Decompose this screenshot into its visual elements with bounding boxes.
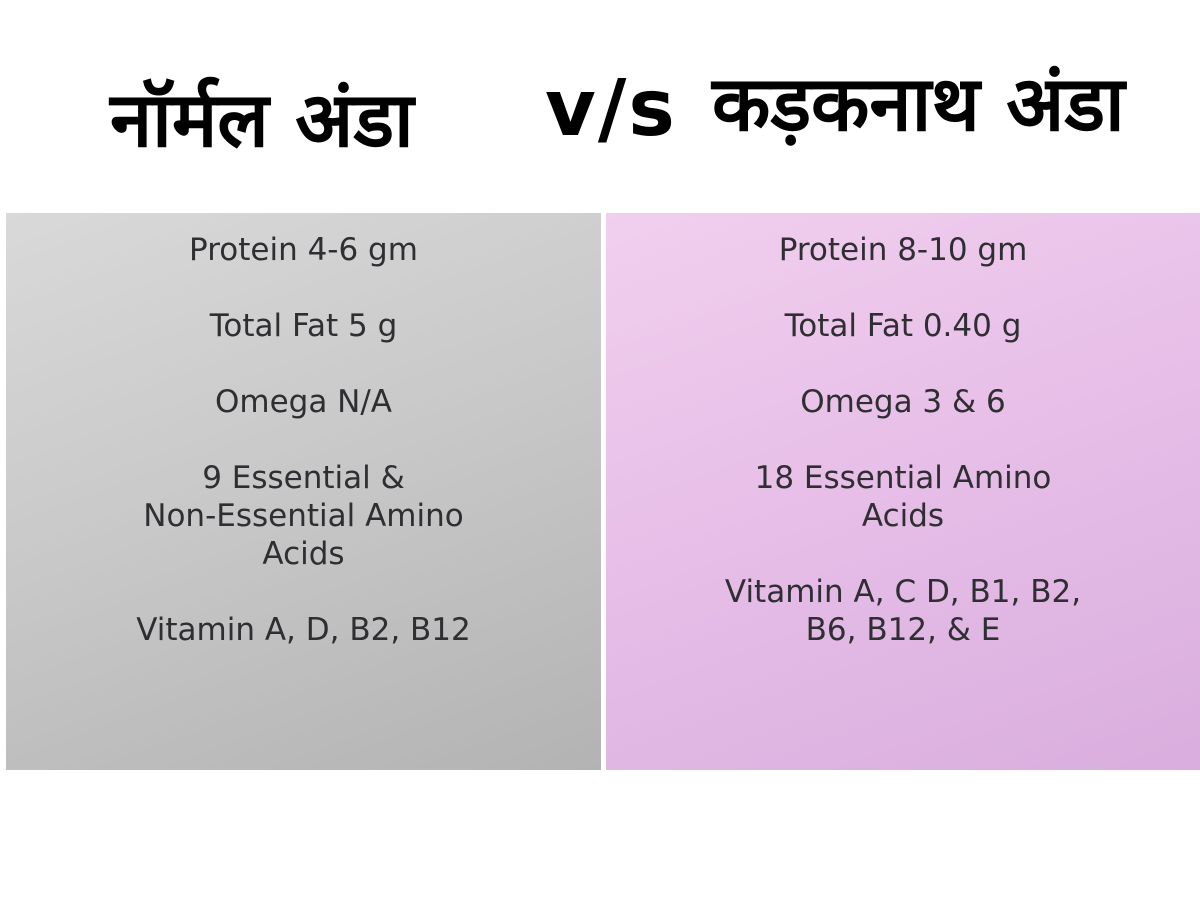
kadaknath-egg-amino-acids: 18 Essential Amino Acids: [754, 460, 1052, 534]
kadaknath-egg-vitamins: Vitamin A, C D, B1, B2, B6, B12, & E: [724, 574, 1082, 648]
normal-egg-protein: Protein 4-6 gm: [189, 232, 418, 268]
normal-egg-vitamins: Vitamin A, D, B2, B12: [136, 612, 471, 648]
versus-label: v/s: [545, 64, 677, 154]
kadaknath-egg-protein: Protein 8-10 gm: [778, 232, 1028, 268]
normal-egg-panel: Protein 4-6 gm Total Fat 5 g Omega N/A 9…: [6, 213, 601, 770]
kadaknath-egg-omega: Omega 3 & 6: [800, 384, 1006, 420]
normal-egg-amino-acids: 9 Essential & Non-Essential Amino Acids: [143, 460, 464, 572]
kadaknath-egg-panel: Protein 8-10 gm Total Fat 0.40 g Omega 3…: [606, 213, 1200, 770]
comparison-header: नॉर्मल अंडा v/s कड़कनाथ अंडा: [0, 0, 1200, 210]
normal-egg-omega: Omega N/A: [214, 384, 393, 420]
normal-egg-facts: Protein 4-6 gm Total Fat 5 g Omega N/A 9…: [6, 231, 601, 649]
kadaknath-egg-title: कड़कनाथ अंडा: [712, 59, 1125, 148]
normal-egg-total-fat: Total Fat 5 g: [209, 308, 398, 344]
kadaknath-egg-total-fat: Total Fat 0.40 g: [784, 308, 1022, 344]
normal-egg-title: नॉर्मल अंडा: [110, 75, 414, 164]
kadaknath-egg-facts: Protein 8-10 gm Total Fat 0.40 g Omega 3…: [606, 231, 1200, 649]
